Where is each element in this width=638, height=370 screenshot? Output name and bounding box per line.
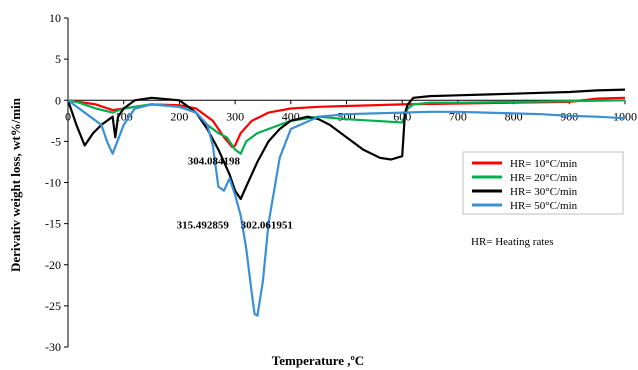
peak-annotation: 304.084198: [188, 155, 241, 167]
legend-label: HR= 10°C/min: [510, 158, 578, 170]
y-tick-label: 5: [55, 52, 61, 66]
y-axis-ticks: 10 5 0 -5 -10 -15 -20 -25 -30: [45, 11, 68, 354]
y-tick-label: -10: [45, 176, 61, 190]
x-tick-label: 0: [65, 109, 71, 123]
x-tick-label: 1000: [613, 109, 637, 123]
y-tick-label: -15: [45, 217, 61, 231]
y-axis-title: Derivativ weight loss, wt%/min: [8, 97, 23, 272]
x-tick-label: 500: [338, 109, 356, 123]
peak-annotation: 315.492859: [177, 220, 230, 232]
y-tick-label: 10: [49, 11, 61, 25]
series-line-2: [67, 99, 626, 155]
y-tick-label: 0: [55, 93, 61, 107]
series-line-3: [66, 88, 626, 201]
legend-items: HR= 10°C/min HR= 20°C/min HR= 30°C/min HR= …: [472, 158, 578, 212]
series-line-4: [67, 99, 626, 317]
y-tick-label: -25: [45, 299, 61, 313]
peak-annotation: 302.061951: [241, 220, 293, 232]
x-tick-label: 300: [226, 109, 244, 123]
legend: HR= 10°C/min HR= 20°C/min HR= 30°C/min HR= …: [462, 151, 624, 215]
legend-label: HR= 20°C/min: [510, 172, 578, 184]
heating-rate-note: HR= Heating rates: [471, 236, 554, 248]
legend-label: HR= 30°C/min: [510, 186, 578, 198]
y-tick-label: -30: [45, 340, 61, 354]
x-axis-title: Temperature ,ºC: [272, 353, 364, 368]
legend-label: HR= 50°C/min: [510, 200, 578, 212]
x-tick-label: 200: [170, 109, 188, 123]
y-tick-label: -20: [45, 258, 61, 272]
series-layer: [66, 88, 626, 317]
y-tick-label: -5: [51, 134, 61, 148]
x-tick-label: 800: [505, 109, 523, 123]
